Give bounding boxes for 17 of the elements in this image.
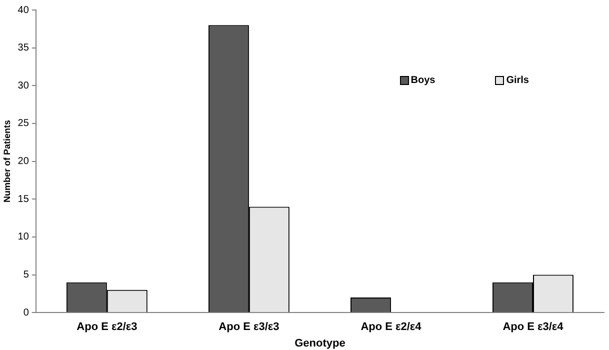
x-axis-title: Genotype: [294, 337, 346, 350]
x-tick-label: Apo E ε2/ε4: [360, 321, 422, 334]
y-tick-label: 5: [23, 270, 30, 281]
y-tick-label: 0: [23, 307, 30, 318]
y-tick-label: 30: [18, 80, 30, 92]
y-tick-label: 15: [18, 194, 30, 205]
legend-label: Boys: [410, 75, 436, 86]
y-tick-label: 25: [18, 118, 30, 130]
y-tick-label: 35: [18, 42, 30, 54]
y-tick-label: 20: [18, 156, 30, 168]
x-tick-label: Apo E ε3/ε4: [502, 321, 564, 334]
legend-label: Girls: [506, 75, 529, 86]
x-tick-label: Apo E ε2/ε3: [76, 321, 138, 334]
y-tick-label: 40: [18, 4, 30, 16]
y-tick-label: 10: [18, 232, 30, 243]
x-tick-label: Apo E ε3/ε3: [218, 321, 280, 334]
y-axis-title: Number of Patients: [2, 120, 12, 203]
